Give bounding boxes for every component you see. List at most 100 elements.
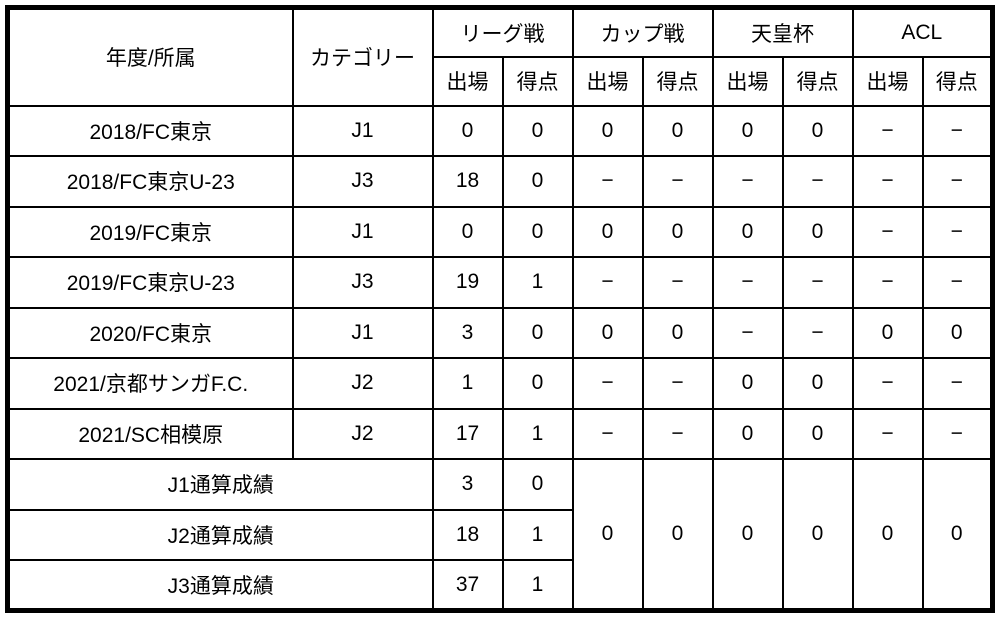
stat-cell: − — [571, 407, 644, 460]
totals-merged-cell: 0 — [781, 458, 854, 612]
stat-cell: 0 — [641, 104, 714, 157]
stat-cell: 0 — [711, 205, 784, 258]
stat-cell: − — [781, 155, 854, 208]
year-club-cell: 2020/FC東京 — [6, 306, 294, 359]
stat-cell: 0 — [501, 306, 574, 359]
subheader-cup-apps: 出場 — [571, 55, 644, 107]
stat-cell: − — [921, 256, 994, 309]
category-cell: J1 — [291, 306, 434, 359]
stat-cell: 0 — [431, 104, 504, 157]
totals-merged-cell: 0 — [641, 458, 714, 612]
stat-cell: 0 — [711, 407, 784, 460]
table-row: 2018/FC東京U-23 J3 18 0 − − − − − − — [6, 155, 994, 208]
stat-cell: 0 — [781, 357, 854, 410]
stat-cell: − — [921, 155, 994, 208]
subheader-row: 出場 得点 出場 得点 出場 得点 出場 得点 — [8, 55, 994, 107]
stat-cell: 1 — [431, 357, 504, 410]
season-rows: 2018/FC東京 J1 0 0 0 0 0 0 − − 2018/FC東京U-… — [6, 104, 994, 460]
stat-cell: − — [921, 407, 994, 460]
stat-cell: − — [851, 205, 924, 258]
category-cell: J1 — [291, 205, 434, 258]
subheader-cup-goals: 得点 — [641, 55, 714, 107]
subheader-league-goals: 得点 — [501, 55, 574, 107]
stat-cell: − — [851, 407, 924, 460]
year-club-cell: 2018/FC東京U-23 — [6, 155, 294, 208]
stat-cell: 0 — [781, 407, 854, 460]
stat-cell: − — [571, 357, 644, 410]
totals-rows: J1通算成績 3 0 0 0 0 0 0 0 J2通算成績 18 1 J3通算成… — [6, 458, 994, 612]
stat-cell: − — [641, 155, 714, 208]
stat-cell: 0 — [571, 306, 644, 359]
totals-label-cell: J2通算成績 — [6, 508, 434, 561]
header-year-club: 年度/所属 — [6, 6, 294, 107]
table-row: 2018/FC東京 J1 0 0 0 0 0 0 − − — [6, 104, 994, 157]
totals-merged-cell: 0 — [921, 458, 994, 612]
year-club-cell: 2019/FC東京 — [6, 205, 294, 258]
table-row: 2021/京都サンガF.C. J2 1 0 − − 0 0 − − — [6, 357, 994, 410]
stat-cell: 1 — [501, 256, 574, 309]
totals-row-j2: J2通算成績 18 1 — [6, 508, 993, 561]
year-club-cell: 2019/FC東京U-23 — [6, 256, 294, 309]
stat-cell: 18 — [431, 155, 504, 208]
category-cell: J1 — [291, 104, 434, 157]
totals-merged-cell: 0 — [851, 458, 924, 612]
stat-cell: − — [641, 256, 714, 309]
totals-label-cell: J3通算成績 — [6, 559, 434, 612]
stat-cell: 3 — [431, 458, 504, 511]
stat-cell: 0 — [571, 104, 644, 157]
stat-cell: 1 — [501, 407, 574, 460]
totals-row-j1: J1通算成績 3 0 0 0 0 0 0 0 — [6, 458, 994, 612]
category-cell: J2 — [291, 407, 434, 460]
stat-cell: − — [921, 205, 994, 258]
table-row: 2020/FC東京 J1 3 0 0 0 − − 0 0 — [6, 306, 994, 359]
header-category: カテゴリー — [291, 6, 434, 107]
year-club-cell: 2021/SC相模原 — [6, 407, 294, 460]
totals-row-j3: J3通算成績 37 1 — [6, 559, 993, 612]
stat-cell: − — [851, 256, 924, 309]
stat-cell: 0 — [641, 306, 714, 359]
stat-cell: 0 — [781, 104, 854, 157]
stat-cell: − — [711, 306, 784, 359]
stat-cell: − — [781, 256, 854, 309]
stat-cell: 0 — [571, 205, 644, 258]
stat-cell: 0 — [501, 357, 574, 410]
category-cell: J3 — [291, 256, 434, 309]
year-club-cell: 2021/京都サンガF.C. — [6, 357, 294, 410]
stat-cell: 1 — [501, 559, 574, 612]
subheader-acl-goals: 得点 — [921, 55, 994, 107]
stat-cell: 0 — [501, 104, 574, 157]
table-row: 2019/FC東京U-23 J3 19 1 − − − − − − — [6, 256, 994, 309]
stat-cell: − — [921, 357, 994, 410]
stat-cell: − — [571, 155, 644, 208]
stat-cell: − — [781, 306, 854, 359]
subheader-emperors-goals: 得点 — [781, 55, 854, 107]
category-cell: J2 — [291, 357, 434, 410]
stat-cell: 0 — [711, 104, 784, 157]
stat-cell: 37 — [431, 559, 504, 612]
subheader-league-apps: 出場 — [431, 55, 504, 107]
stat-cell: 0 — [781, 205, 854, 258]
stat-cell: − — [711, 155, 784, 208]
category-cell: J3 — [291, 155, 434, 208]
stat-cell: − — [921, 104, 994, 157]
stat-cell: 18 — [431, 508, 504, 561]
stat-cell: 1 — [501, 508, 574, 561]
stat-cell: − — [711, 256, 784, 309]
stat-cell: − — [851, 104, 924, 157]
header-group-league: リーグ戦 — [431, 6, 574, 58]
stat-cell: 0 — [921, 306, 994, 359]
stat-cell: 0 — [501, 458, 574, 511]
table-row: 2019/FC東京 J1 0 0 0 0 0 0 − − — [6, 205, 994, 258]
stat-cell: 0 — [641, 205, 714, 258]
totals-merged-cell: 0 — [711, 458, 784, 612]
header-group-emperors-cup: 天皇杯 — [711, 6, 854, 58]
stat-cell: 19 — [431, 256, 504, 309]
stat-cell: 0 — [501, 155, 574, 208]
totals-merged-cell: 0 — [571, 458, 644, 612]
year-club-cell: 2018/FC東京 — [6, 104, 294, 157]
stat-cell: − — [571, 256, 644, 309]
header-group-row: 年度/所属 カテゴリー リーグ戦 カップ戦 天皇杯 ACL — [6, 6, 994, 107]
stat-cell: 3 — [431, 306, 504, 359]
player-stats-table: 年度/所属 カテゴリー リーグ戦 カップ戦 天皇杯 ACL 出場 得点 出場 得… — [5, 5, 996, 613]
stat-cell: − — [851, 357, 924, 410]
